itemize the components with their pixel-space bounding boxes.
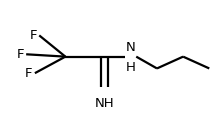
Text: F: F [30,29,37,42]
Text: N: N [126,41,136,54]
Text: F: F [25,67,33,80]
Text: NH: NH [95,97,114,110]
Text: H: H [126,61,136,74]
Text: F: F [17,48,24,61]
